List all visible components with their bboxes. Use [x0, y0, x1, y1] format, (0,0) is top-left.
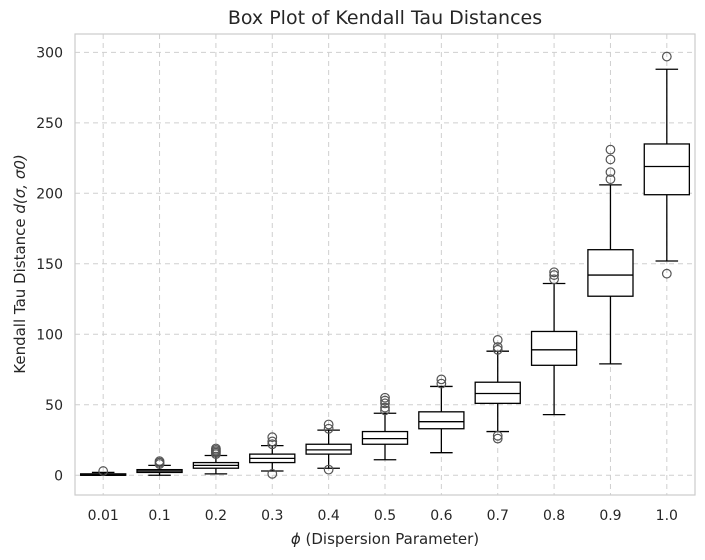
box-group-0.01: [79, 466, 127, 476]
box-group-0.7: [474, 335, 521, 444]
outlier-point: [267, 432, 278, 443]
outlier-point: [549, 274, 559, 285]
box-group-0.5: [361, 392, 409, 461]
y-tick-label: 300: [36, 45, 63, 61]
outlier-point: [323, 464, 334, 475]
box-group-0.3: [249, 432, 296, 479]
grid-layer: [75, 34, 695, 495]
x-tick-label: 0.5: [374, 508, 396, 524]
outlier-point: [605, 174, 616, 185]
outlier-point: [323, 423, 334, 434]
chart-title: Box Plot of Kendall Tau Distances: [228, 7, 542, 29]
outlier-point: [380, 392, 390, 403]
y-tick-label: 100: [36, 327, 63, 343]
outlier-point: [492, 335, 503, 345]
box-group-1.0: [643, 51, 691, 279]
x-tick-label: 0.2: [205, 508, 227, 524]
outlier-point: [211, 443, 221, 454]
x-tick-label: 0.1: [148, 508, 170, 524]
outlier-point: [154, 456, 165, 467]
box-group-0.8: [530, 267, 578, 416]
outlier-point: [98, 466, 109, 476]
y-tick-label: 50: [45, 398, 63, 414]
x-axis-label-text: (Dispersion Parameter): [301, 530, 479, 548]
iqr-box: [643, 143, 691, 196]
x-tick-label: 0.6: [430, 508, 452, 524]
outlier-point: [492, 433, 503, 444]
iqr-box: [587, 249, 634, 297]
iqr-box: [305, 443, 352, 455]
outlier-point: [380, 405, 390, 416]
iqr-box: [418, 411, 465, 430]
outlier-point: [267, 468, 278, 479]
x-tick-label: 0.4: [318, 508, 340, 524]
tick-layer: 0 50 100 150 200 250 300 0.01 0.1 0.2 0.3 0.4 0.5 0.6…: [36, 45, 678, 524]
iqr-box: [474, 381, 521, 405]
outlier-point: [380, 398, 390, 409]
x-tick-label: 0.8: [543, 508, 565, 524]
y-axis-label-symbol: d(σ, σ0): [11, 154, 29, 213]
box-group-0.6: [418, 374, 465, 454]
x-tick-label: 0.9: [599, 508, 621, 524]
outlier-point: [605, 167, 616, 178]
box-group-0.4: [305, 419, 352, 475]
box-layer: [79, 51, 691, 479]
y-tick-label: 250: [36, 116, 63, 132]
outlier-point: [267, 439, 278, 450]
outlier-point: [661, 268, 672, 279]
outlier-point: [492, 342, 503, 352]
outlier-point: [323, 419, 334, 430]
outlier-point: [549, 270, 559, 280]
outlier-point: [605, 144, 616, 155]
x-tick-label: 0.01: [88, 508, 119, 524]
iqr-box: [361, 430, 409, 445]
plot-frame: [74, 33, 696, 496]
y-tick-label: 0: [54, 468, 63, 484]
outlier-point: [436, 374, 447, 385]
box-group-0.2: [192, 443, 240, 475]
box-group-0.9: [587, 144, 634, 365]
outlier-point: [380, 395, 390, 406]
iqr-box: [530, 330, 578, 366]
x-axis-label: ϕ (Dispersion Parameter): [291, 530, 479, 548]
outlier-point: [492, 344, 503, 355]
x-axis-label-symbol: ϕ: [291, 530, 301, 548]
x-tick-label: 0.3: [261, 508, 283, 524]
outlier-point: [661, 51, 672, 62]
y-axis-label-text: Kendall Tau Distance: [11, 214, 29, 374]
y-tick-label: 150: [36, 257, 63, 273]
y-axis-label: Kendall Tau Distance d(σ, σ0): [11, 154, 29, 373]
outlier-point: [267, 436, 278, 447]
outlier-point: [492, 430, 503, 441]
x-tick-label: 0.7: [487, 508, 509, 524]
outlier-point: [380, 402, 390, 413]
outlier-point: [549, 267, 559, 278]
outlier-point: [436, 378, 447, 389]
x-tick-label: 1.0: [656, 508, 678, 524]
outlier-point: [605, 154, 616, 165]
y-tick-label: 200: [36, 186, 63, 202]
box-group-0.1: [136, 456, 183, 476]
